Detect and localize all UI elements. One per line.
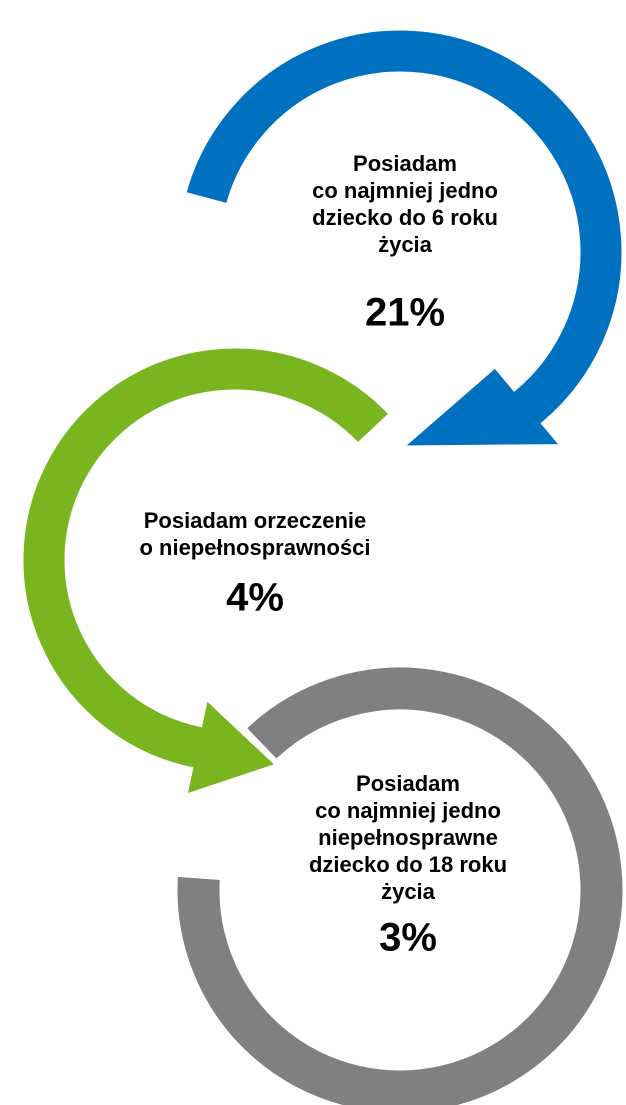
node-text: życia [381, 879, 436, 904]
node-text: niepełnosprawne [318, 825, 498, 850]
node-value: 4% [226, 576, 284, 620]
node-text: życia [378, 232, 433, 257]
gray-ring [172, 662, 626, 1105]
arrows [18, 25, 626, 1105]
node-value: 21% [365, 291, 445, 335]
node-text: o niepełnosprawności [139, 535, 370, 560]
green-arrow [18, 343, 396, 801]
node-text: co najmniej jedno [312, 178, 498, 203]
node-value: 3% [379, 916, 437, 960]
node-text: dziecko do 18 roku [309, 852, 507, 877]
node-text: Posiadam [356, 771, 460, 796]
blue-arrow [180, 25, 626, 451]
node-text: dziecko do 6 roku [312, 205, 498, 230]
node-text: co najmniej jedno [315, 798, 501, 823]
node-text: Posiadam orzeczenie [144, 508, 367, 533]
node-text: Posiadam [353, 151, 457, 176]
